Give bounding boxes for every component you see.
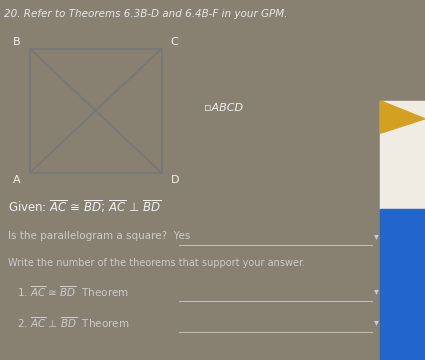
Text: ▾: ▾	[374, 317, 379, 327]
Text: A: A	[13, 175, 20, 185]
Text: 1. $\overline{AC}$ ≅ $\overline{BD}$  Theorem: 1. $\overline{AC}$ ≅ $\overline{BD}$ The…	[17, 284, 129, 299]
Bar	[380, 209, 425, 360]
Text: 2. $\overline{AC}$ ⊥ $\overline{BD}$  Theorem: 2. $\overline{AC}$ ⊥ $\overline{BD}$ The…	[17, 315, 130, 329]
Text: ▫ABCD: ▫ABCD	[204, 103, 243, 113]
Text: Is the parallelogram a square?  Yes: Is the parallelogram a square? Yes	[8, 231, 191, 241]
Bar	[380, 101, 425, 209]
Text: C: C	[171, 37, 178, 47]
Text: Write the number of the theorems that support your answer.: Write the number of the theorems that su…	[8, 258, 306, 268]
Polygon shape	[380, 101, 425, 133]
Text: D: D	[171, 175, 179, 185]
Text: 20. Refer to Theorems 6.3B-D and 6.4B-F in your GPM.: 20. Refer to Theorems 6.3B-D and 6.4B-F …	[4, 9, 288, 19]
Text: Given: $\overline{AC}$ ≅ $\overline{BD}$; $\overline{AC}$ ⊥ $\overline{BD}$: Given: $\overline{AC}$ ≅ $\overline{BD}$…	[8, 198, 162, 216]
Text: ▾: ▾	[374, 231, 379, 241]
Text: ▾: ▾	[374, 287, 379, 297]
Text: B: B	[13, 37, 20, 47]
